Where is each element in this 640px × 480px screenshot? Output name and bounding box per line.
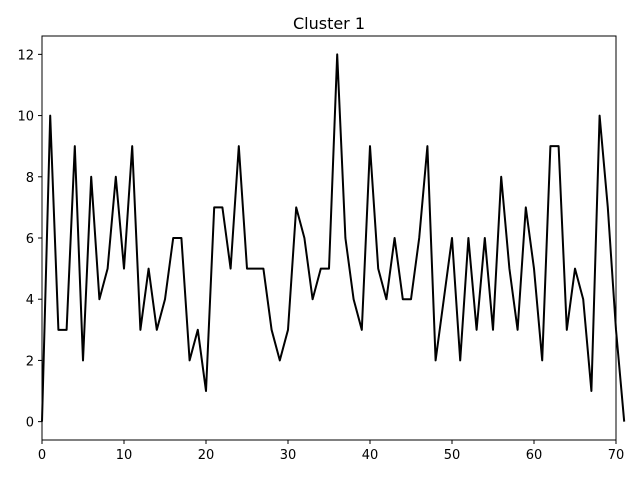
y-tick-label: 8: [26, 171, 34, 186]
chart-title: Cluster 1: [293, 14, 365, 33]
x-tick-label: 40: [362, 448, 379, 463]
x-tick-label: 10: [116, 448, 133, 463]
y-tick-label: 10: [17, 110, 34, 125]
axis-ticks: 0 10 20 30 40 50 60 70 0 2 4 6 8 10 12: [17, 48, 624, 463]
plot-area: [41, 53, 626, 422]
x-tick-label: 50: [444, 448, 461, 463]
y-tick-label: 12: [17, 48, 34, 63]
x-tick-label: 30: [280, 448, 297, 463]
axes-frame: [41, 35, 617, 441]
x-tick-label: 60: [526, 448, 543, 463]
x-tick-label: 20: [198, 448, 215, 463]
x-tick-label: 70: [608, 448, 625, 463]
y-tick-label: 2: [26, 354, 34, 369]
y-tick-label: 6: [26, 232, 34, 247]
y-tick-label: 4: [26, 293, 34, 308]
x-tick-label: 0: [38, 448, 46, 463]
series-line-0: [41, 53, 626, 422]
y-tick-label: 0: [26, 416, 34, 431]
